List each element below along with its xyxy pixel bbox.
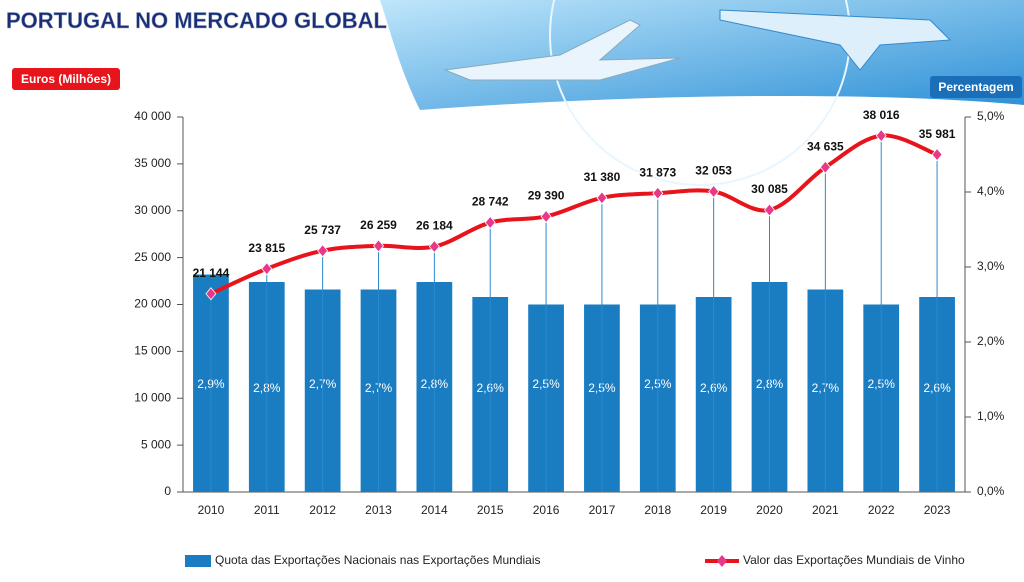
y-tick-label: 30 000 xyxy=(134,203,171,217)
legend-marker xyxy=(717,555,727,567)
x-tick-label: 2016 xyxy=(533,503,560,517)
legend-label: Valor das Exportações Mundiais de Vinho xyxy=(743,553,965,567)
x-tick-label: 2015 xyxy=(477,503,504,517)
line-value-label: 26 259 xyxy=(360,218,397,232)
x-tick-label: 2017 xyxy=(589,503,616,517)
x-tick-label: 2022 xyxy=(868,503,895,517)
line-value-label: 35 981 xyxy=(919,127,956,141)
line-marker xyxy=(484,215,496,230)
line-marker xyxy=(540,209,552,224)
y-tick-label: 10 000 xyxy=(134,390,171,404)
chart-title: PORTUGAL NO MERCADO GLOBAL xyxy=(6,8,387,33)
x-tick-label: 2012 xyxy=(309,503,336,517)
line-value-label: 31 873 xyxy=(639,165,676,179)
x-tick-label: 2014 xyxy=(421,503,448,517)
y-tick-label: 25 000 xyxy=(134,250,171,264)
line-marker xyxy=(931,148,943,162)
line-value-label: 29 390 xyxy=(528,189,565,203)
x-tick-label: 2011 xyxy=(254,503,280,517)
line-marker xyxy=(261,262,273,276)
banner xyxy=(380,0,1024,110)
line-marker xyxy=(372,239,385,253)
y-label-box xyxy=(12,68,120,90)
line-marker xyxy=(596,191,608,205)
y-tick-label: 40 000 xyxy=(134,109,171,123)
line-value-label: 34 635 xyxy=(807,139,844,153)
line-marker xyxy=(428,239,440,254)
y-tick-label: 35 000 xyxy=(134,156,171,170)
x-tick-label: 2010 xyxy=(198,503,225,517)
line-value-label: 38 016 xyxy=(863,108,900,122)
legend-swatch xyxy=(185,555,211,567)
line-value-label: 25 737 xyxy=(304,223,341,237)
plane xyxy=(443,19,681,81)
y2-tick-label: 3,0% xyxy=(977,259,1005,273)
line-value-label: 26 184 xyxy=(416,219,453,233)
line-marker xyxy=(763,203,776,217)
line-value-label: 30 085 xyxy=(751,182,788,196)
line-marker xyxy=(652,186,664,200)
line-value-label: 31 380 xyxy=(584,170,621,184)
line-value-label: 23 815 xyxy=(248,241,285,255)
line-marker xyxy=(819,160,831,174)
line-value-label: 32 053 xyxy=(695,164,732,178)
y2-tick-label: 5,0% xyxy=(977,109,1005,123)
x-tick-label: 2023 xyxy=(924,503,951,517)
x-tick-label: 2020 xyxy=(756,503,783,517)
y-tick-label: 15 000 xyxy=(134,344,171,358)
y2-tick-label: 4,0% xyxy=(977,184,1005,198)
x-tick-label: 2018 xyxy=(644,503,671,517)
y2-tick-label: 1,0% xyxy=(977,409,1005,423)
y2-tick-label: 2,0% xyxy=(977,334,1005,348)
line-value-label: 21 144 xyxy=(193,266,230,280)
x-tick-label: 2019 xyxy=(700,503,727,517)
x-tick-label: 2021 xyxy=(812,503,839,517)
y2-axis-label: Percentagem xyxy=(938,80,1013,94)
y-tick-label: 0 xyxy=(164,484,171,498)
line-marker xyxy=(205,287,217,301)
y-tick-label: 20 000 xyxy=(134,297,171,311)
y2-tick-label: 0,0% xyxy=(977,484,1005,498)
line-value-label: 28 742 xyxy=(472,195,509,209)
legend-label: Quota das Exportações Nacionais nas Expo… xyxy=(215,553,541,567)
line-marker xyxy=(875,128,887,143)
line-marker xyxy=(317,244,329,258)
plane xyxy=(719,9,952,71)
y2-label-box xyxy=(930,76,1022,98)
line-marker xyxy=(708,184,720,199)
y-tick-label: 5 000 xyxy=(141,437,171,451)
x-tick-label: 2013 xyxy=(365,503,392,517)
y-axis-label: Euros (Milhões) xyxy=(21,72,111,86)
